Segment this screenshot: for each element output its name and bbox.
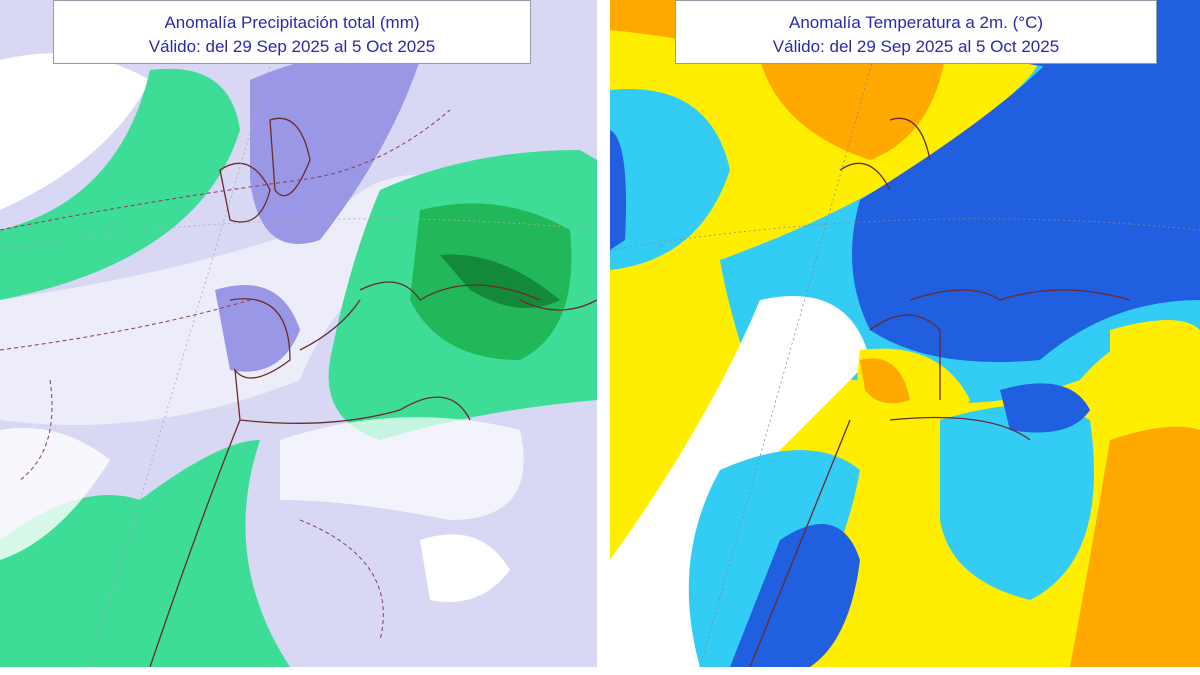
map-validity: Válido: del 29 Sep 2025 al 5 Oct 2025 <box>772 37 1060 56</box>
precipitation-map-graphic <box>0 0 597 667</box>
temperature-anomaly-map: Anomalía Temperatura a 2m. (°C) Válido: … <box>610 0 1200 667</box>
map-validity: Válido: del 29 Sep 2025 al 5 Oct 2025 <box>148 37 436 56</box>
precipitation-anomaly-map: Anomalía Precipitación total (mm) Válido… <box>0 0 597 667</box>
map-title-box: Anomalía Temperatura a 2m. (°C) Válido: … <box>675 0 1157 64</box>
map-title-box: Anomalía Precipitación total (mm) Válido… <box>53 0 531 64</box>
map-title: Anomalía Precipitación total (mm) <box>164 13 420 32</box>
map-title: Anomalía Temperatura a 2m. (°C) <box>788 13 1044 32</box>
temperature-map-graphic <box>610 0 1200 667</box>
